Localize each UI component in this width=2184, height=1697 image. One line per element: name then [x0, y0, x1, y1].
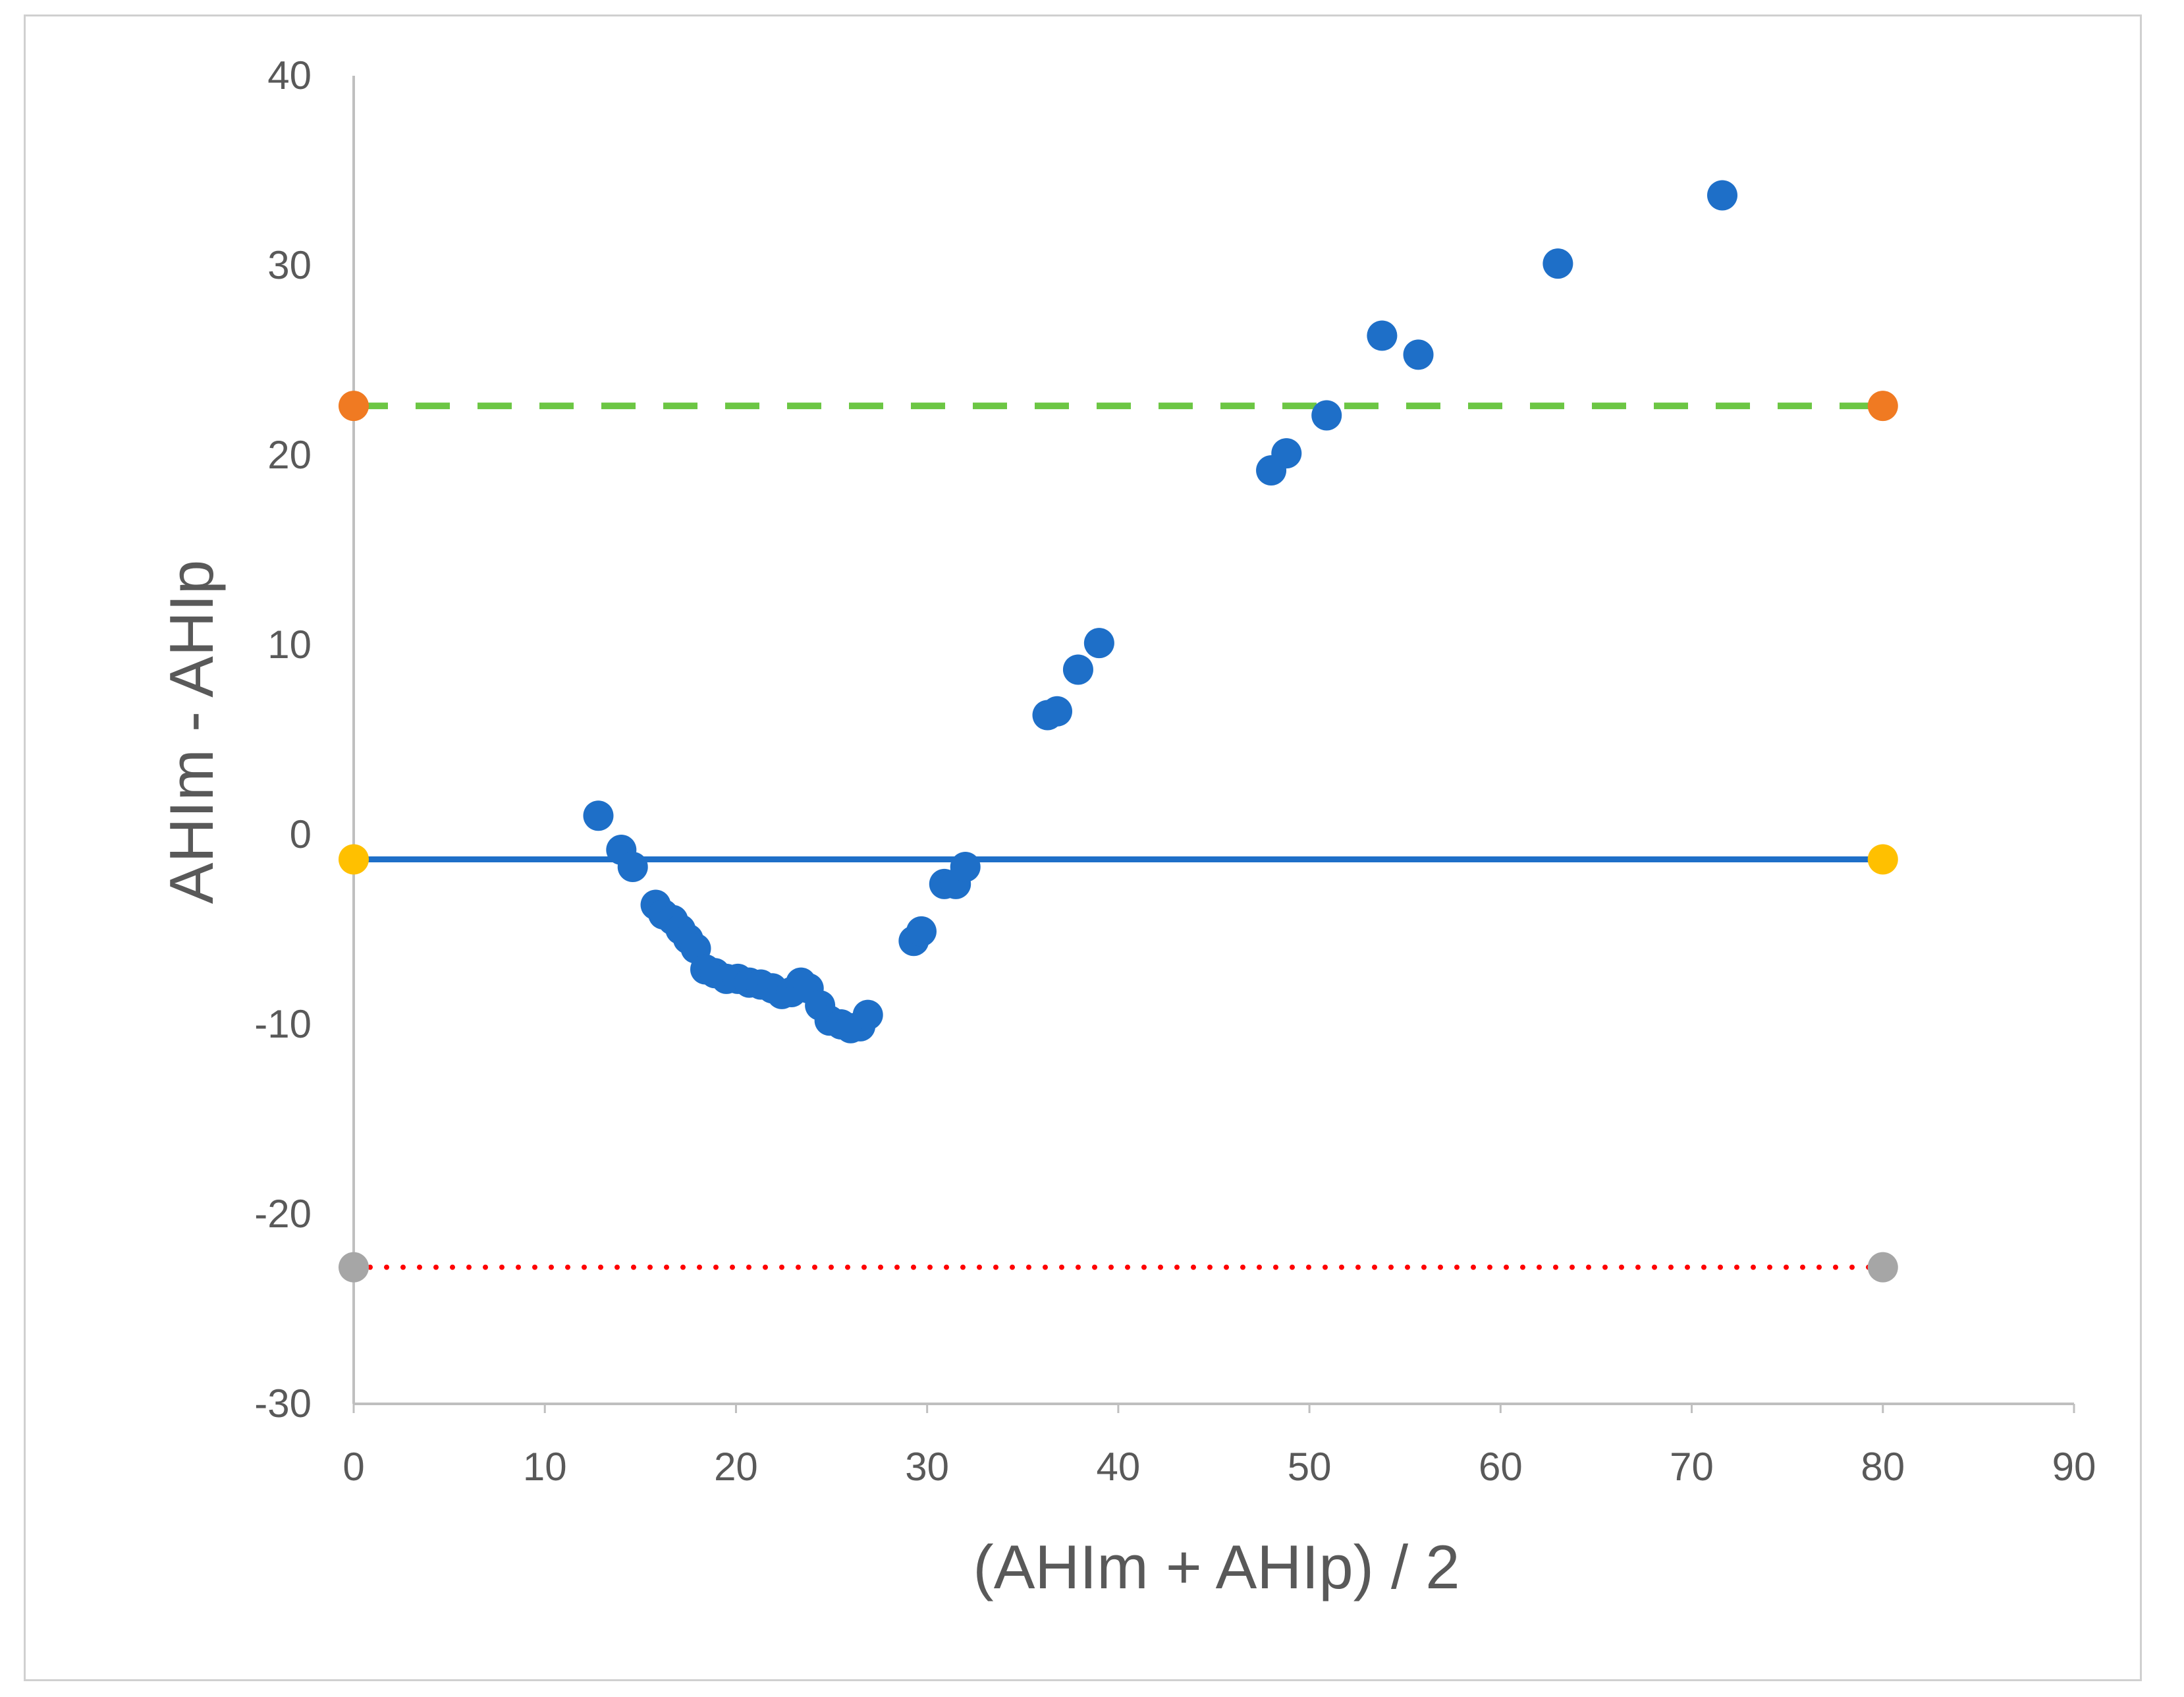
x-tick-label: 40: [1097, 1445, 1141, 1489]
data-point: [1062, 654, 1093, 685]
y-tick-label: 10: [267, 623, 312, 667]
data-point: [1271, 438, 1302, 469]
data-points: [583, 180, 1737, 1043]
y-tick-label: -30: [254, 1381, 312, 1426]
data-point: [1367, 320, 1398, 351]
x-tick-label: 60: [1479, 1445, 1523, 1489]
chart-frame: 0 10 20 30 40 50 60 70 80 90 -30 -20 -10 0 10 20 30 40 (A…: [24, 14, 2142, 1681]
reference-line-endpoint: [339, 844, 369, 875]
data-point: [583, 800, 614, 831]
y-tick-label: 40: [267, 53, 312, 97]
reference-line-endpoint: [1867, 844, 1898, 875]
data-point: [1083, 628, 1114, 659]
tick-labels: 0 10 20 30 40 50 60 70 80 90 -30 -20 -10 0 10 20 30 40: [254, 53, 2096, 1489]
x-tick-label: 20: [714, 1445, 758, 1489]
data-point: [906, 916, 937, 947]
data-point: [950, 851, 981, 882]
y-axis-title: AHIm - AHIp: [157, 560, 226, 904]
y-tick-label: 20: [267, 433, 312, 477]
data-point: [852, 999, 883, 1030]
reference-line-endpoint: [1867, 1252, 1898, 1283]
data-point: [617, 851, 648, 882]
y-tick-label: -10: [254, 1002, 312, 1046]
x-tick-label: 50: [1288, 1445, 1332, 1489]
x-tick-label: 90: [2052, 1445, 2096, 1489]
data-point: [1403, 339, 1434, 370]
reference-lines: [339, 391, 1898, 1283]
data-point: [1311, 400, 1342, 431]
x-axis-title: (AHIm + AHIp) / 2: [973, 1532, 1460, 1601]
x-tick-label: 0: [342, 1445, 364, 1489]
reference-line-endpoint: [339, 1252, 369, 1283]
bland-altman-chart: 0 10 20 30 40 50 60 70 80 90 -30 -20 -10 0 10 20 30 40 (A…: [157, 53, 2096, 1601]
y-tick-label: 30: [267, 243, 312, 287]
x-tick-label: 10: [523, 1445, 567, 1489]
reference-line-endpoint: [339, 391, 369, 422]
x-tick-label: 80: [1861, 1445, 1905, 1489]
y-tick-label: -20: [254, 1192, 312, 1236]
reference-line-endpoint: [1867, 391, 1898, 422]
y-tick-label: 0: [290, 812, 312, 856]
axes: [352, 76, 2075, 1413]
data-point: [1706, 180, 1737, 211]
x-tick-label: 30: [905, 1445, 949, 1489]
data-point: [1542, 248, 1573, 279]
data-point: [1042, 696, 1073, 727]
x-tick-label: 70: [1670, 1445, 1714, 1489]
